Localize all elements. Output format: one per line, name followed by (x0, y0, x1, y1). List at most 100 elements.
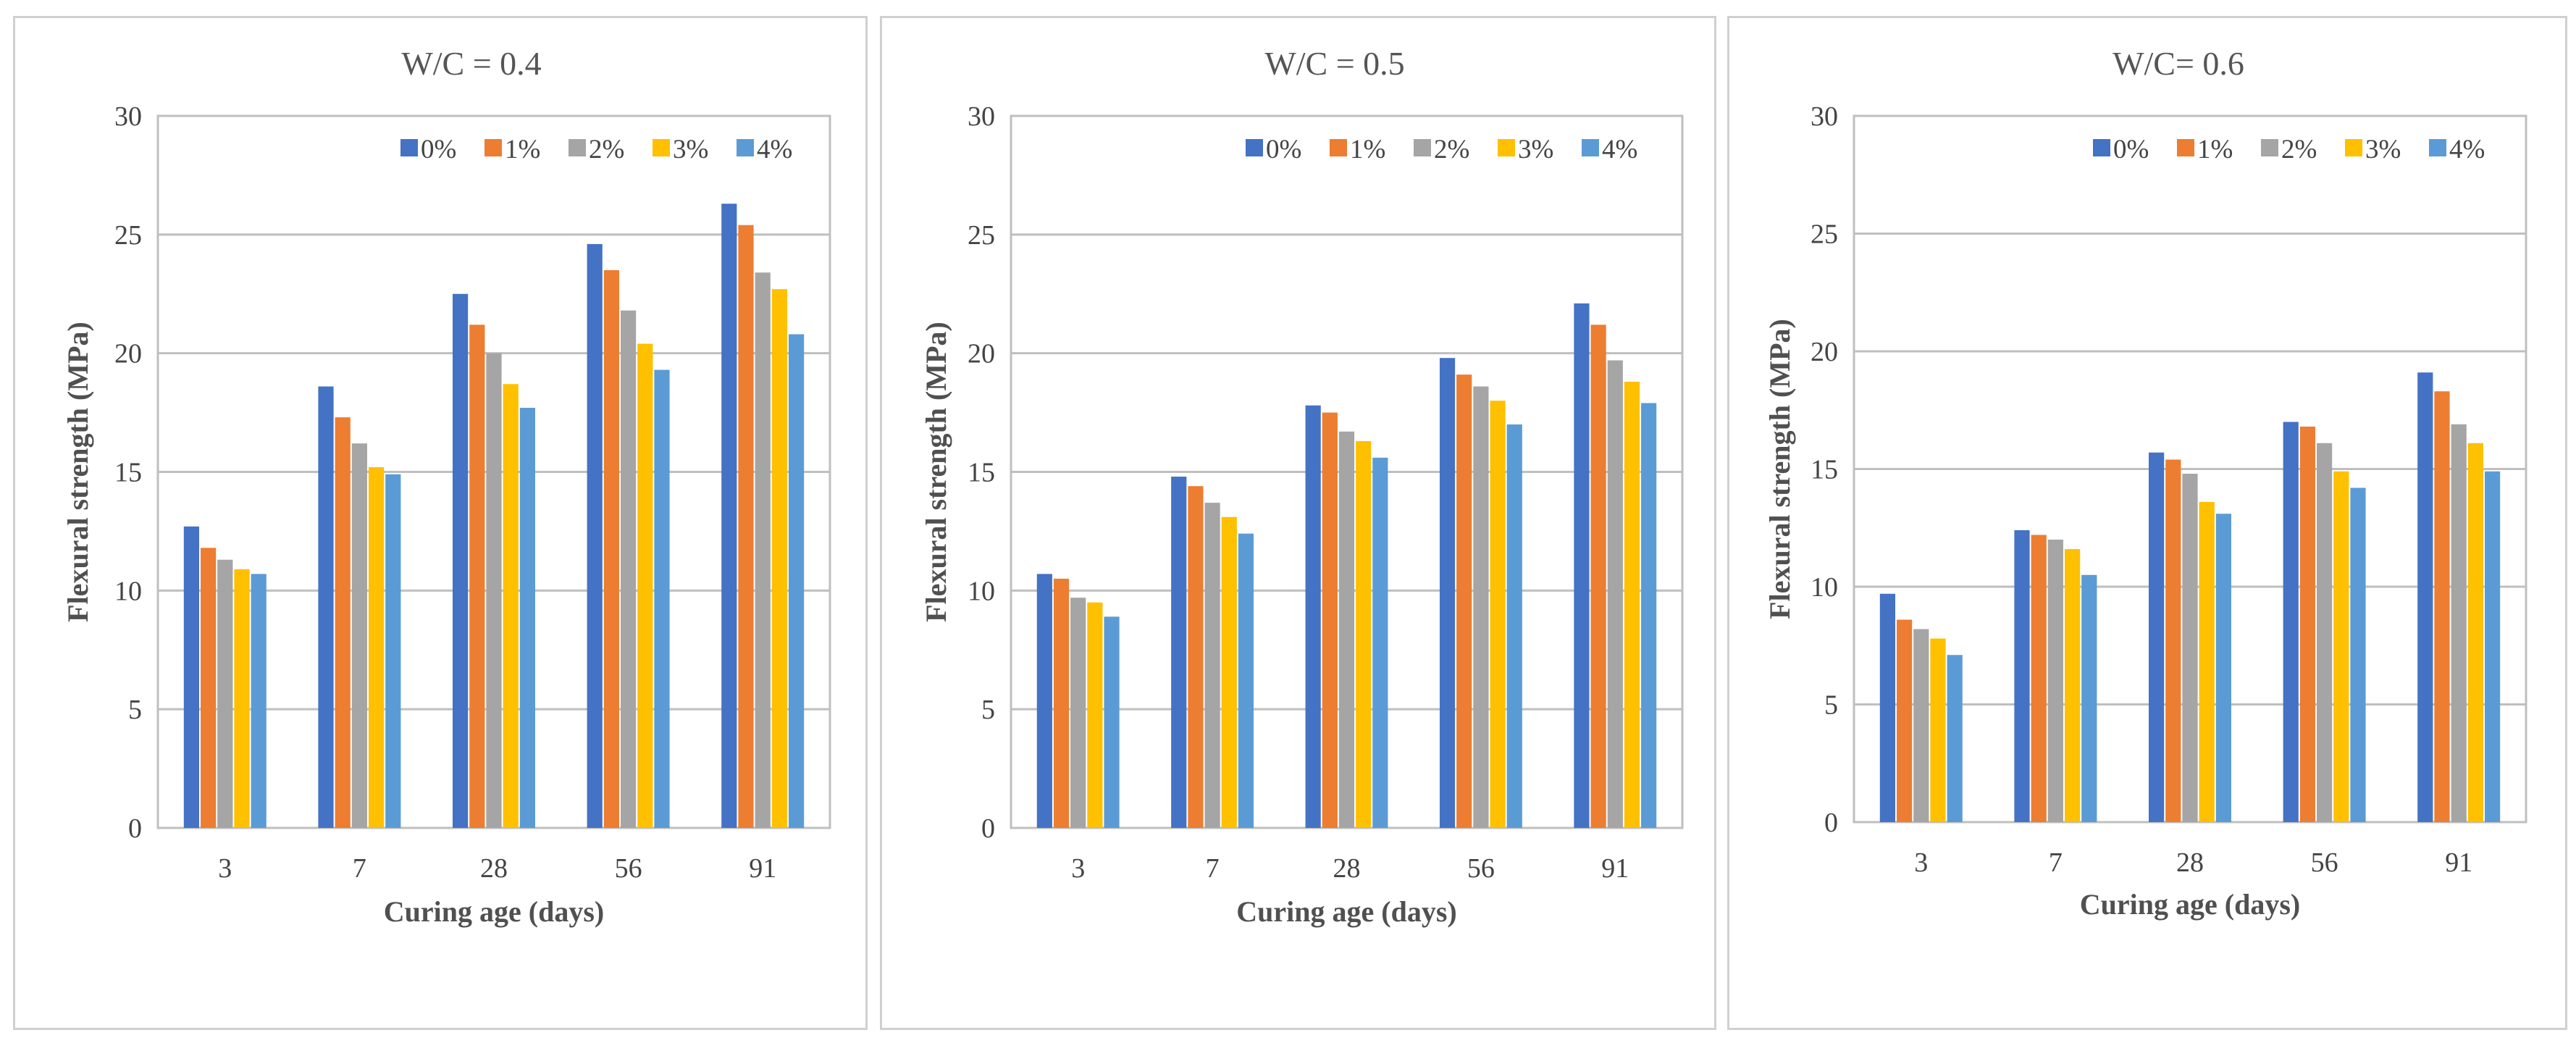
x-tick-label: 56 (1467, 853, 1495, 884)
y-tick-label: 0 (1824, 808, 1838, 838)
x-tick-label: 7 (353, 853, 366, 884)
bar-4pct-7 (385, 474, 401, 828)
legend-swatch (1246, 139, 1263, 156)
chart-svg: W/C= 0.6 0 5 10 15 20 25 30 3 7 28 56 91 Curing age (… (1763, 45, 2527, 921)
bar-2pct-7 (2047, 540, 2063, 822)
x-tick-label: 56 (615, 853, 642, 884)
bar-4pct-3 (1947, 655, 1963, 822)
bar-1pct-91 (2434, 391, 2450, 822)
bar-3pct-56 (2333, 471, 2349, 822)
y-tick-label: 30 (968, 101, 995, 132)
bar-3pct-7 (2065, 549, 2081, 822)
legend-swatch (1330, 139, 1347, 156)
bar-2pct-28 (486, 353, 502, 829)
bar-0pct-28 (453, 293, 469, 828)
y-tick-label: 20 (114, 339, 142, 369)
bar-4pct-7 (2081, 574, 2097, 822)
bar-0pct-91 (2417, 372, 2433, 822)
bar-1pct-28 (469, 324, 485, 828)
y-tick-label: 5 (1824, 690, 1838, 721)
x-tick-label: 91 (2445, 847, 2472, 878)
bar-0pct-91 (721, 204, 737, 828)
y-tick-label: 10 (1811, 572, 1838, 603)
legend-label: 4% (2449, 135, 2485, 164)
y-tick-label: 20 (1811, 337, 1838, 367)
x-axis-label: Curing age (days) (2080, 888, 2300, 921)
y-tick-label: 0 (128, 813, 142, 844)
legend-swatch (737, 139, 754, 156)
bar-3pct-28 (503, 384, 519, 828)
bar-2pct-91 (755, 272, 771, 828)
x-tick-label: 28 (480, 853, 508, 884)
bar-2pct-28 (2182, 474, 2198, 822)
legend-label: 0% (421, 135, 456, 164)
legend-swatch (484, 139, 502, 156)
bar-2pct-7 (351, 443, 367, 828)
x-tick-label: 28 (1333, 853, 1361, 884)
bar-2pct-3 (1913, 629, 1929, 822)
bar-3pct-91 (771, 289, 787, 828)
y-axis-label: Flexural strength (MPa) (62, 322, 94, 622)
legend-swatch (2429, 139, 2446, 156)
bar-0pct-56 (1439, 358, 1456, 829)
y-tick-label: 30 (1811, 101, 1838, 132)
legend-swatch (1582, 139, 1599, 156)
legend-swatch (400, 139, 418, 156)
x-tick-label: 3 (1071, 853, 1085, 884)
legend-label: 2% (1434, 135, 1469, 164)
chart-panel-2: W/C = 0.5 0 5 10 15 20 25 30 3 7 28 56 91 Curing age … (880, 16, 1716, 1030)
legend-label: 0% (2113, 135, 2149, 164)
chart-panel-1: W/C = 0.4 0 5 10 15 20 25 30 3 7 28 56 91 Curing age … (13, 16, 868, 1030)
bar-4pct-28 (1372, 457, 1388, 828)
y-tick-label: 30 (114, 101, 142, 132)
bar-0pct-91 (1574, 303, 1590, 828)
bar-3pct-3 (234, 569, 250, 828)
legend-label: 3% (1518, 135, 1553, 164)
bar-3pct-56 (1490, 401, 1506, 828)
bar-0pct-3 (1879, 593, 1895, 822)
x-tick-label: 3 (218, 853, 232, 884)
legend-swatch (2261, 139, 2278, 156)
bar-4pct-91 (789, 334, 805, 828)
bar-3pct-28 (1356, 440, 1372, 828)
bar-1pct-3 (201, 548, 217, 828)
bar-4pct-3 (1104, 616, 1120, 828)
legend-swatch (2345, 139, 2362, 156)
legend-swatch (2093, 139, 2110, 156)
bar-2pct-91 (1607, 360, 1623, 828)
bar-0pct-28 (2149, 452, 2165, 822)
x-tick-label: 7 (1206, 853, 1220, 884)
legend-label: 2% (589, 135, 624, 164)
bar-4pct-91 (2485, 471, 2501, 822)
x-axis-label: Curing age (days) (1236, 895, 1456, 928)
bar-4pct-56 (1506, 424, 1522, 828)
legend-swatch (653, 139, 670, 156)
y-tick-label: 0 (981, 813, 995, 844)
bar-3pct-56 (637, 343, 653, 828)
legend-label: 4% (757, 135, 792, 164)
chart-title: W/C = 0.5 (1264, 45, 1404, 82)
legend-swatch (569, 139, 586, 156)
bar-1pct-91 (738, 225, 754, 828)
chart-svg: W/C = 0.4 0 5 10 15 20 25 30 3 7 28 56 91 Curing age … (62, 45, 831, 928)
bar-0pct-7 (318, 386, 334, 828)
bar-1pct-7 (2031, 535, 2047, 822)
bar-2pct-28 (1338, 431, 1355, 828)
legend-label: 0% (1266, 135, 1301, 164)
y-tick-label: 25 (1811, 219, 1838, 250)
x-axis-label: Curing age (days) (384, 895, 604, 928)
legend-label: 1% (1350, 135, 1385, 164)
bar-1pct-28 (2165, 459, 2181, 822)
bar-2pct-91 (2451, 424, 2467, 822)
bar-2pct-7 (1204, 503, 1220, 828)
y-axis-label: Flexural strength (MPa) (920, 322, 952, 622)
bar-0pct-28 (1305, 405, 1321, 828)
bar-0pct-3 (1036, 574, 1052, 828)
legend-swatch (2177, 139, 2194, 156)
x-tick-label: 3 (1914, 847, 1928, 878)
bar-1pct-3 (1897, 619, 1913, 822)
bar-1pct-56 (603, 269, 619, 828)
y-tick-label: 10 (968, 576, 995, 606)
bar-4pct-28 (519, 408, 535, 828)
y-tick-label: 15 (968, 458, 995, 488)
